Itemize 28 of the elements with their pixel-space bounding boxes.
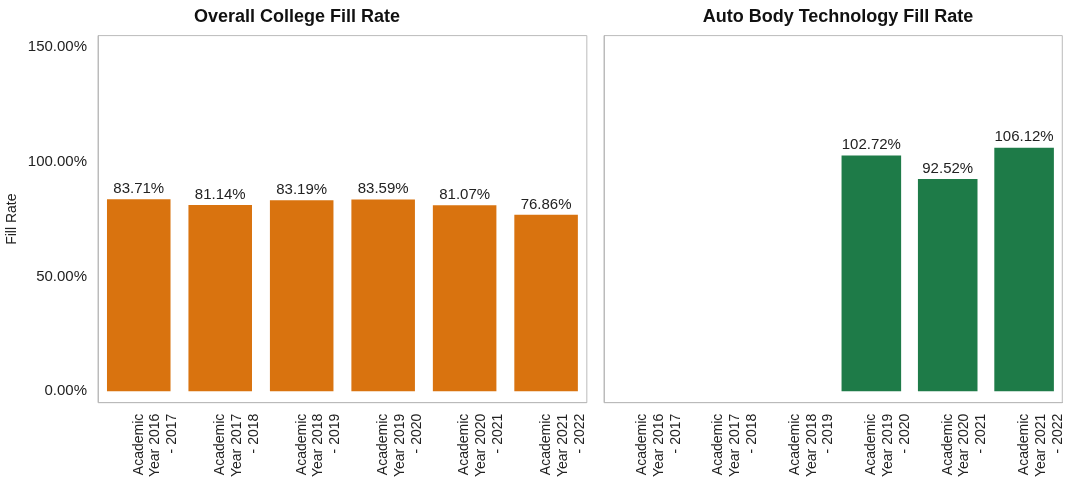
x-tick-label: Academic Year 2021 - 2022 bbox=[1014, 413, 1065, 478]
data-label: 102.72% bbox=[841, 135, 901, 153]
x-tick-label: Academic Year 2019 - 2020 bbox=[374, 413, 424, 478]
data-label: 92.52% bbox=[922, 158, 974, 176]
data-label: 83.19% bbox=[276, 179, 328, 197]
x-tick-label: Academic Year 2021 - 2022 bbox=[536, 413, 587, 478]
x-tick-label: Academic Year 2020 - 2021 bbox=[938, 413, 989, 478]
x-tick-label: Academic Year 2016 - 2017 bbox=[633, 413, 683, 478]
data-label: 106.12% bbox=[994, 127, 1054, 145]
chart-title: Auto Body Technology Fill Rate bbox=[702, 5, 974, 26]
x-tick-label: Academic Year 2019 - 2020 bbox=[862, 413, 912, 478]
y-tick-label: 0.00% bbox=[44, 381, 88, 399]
y-tick-label: 100.00% bbox=[27, 151, 88, 169]
data-label: 83.59% bbox=[357, 179, 409, 197]
y-tick-label: 50.00% bbox=[36, 266, 88, 284]
chart-title: Overall College Fill Rate bbox=[193, 5, 401, 26]
data-label: 83.71% bbox=[113, 178, 165, 196]
x-tick-label: Academic Year 2017 - 2018 bbox=[709, 413, 760, 478]
x-tick-label: Academic Year 2020 - 2021 bbox=[455, 413, 506, 478]
data-label: 76.86% bbox=[520, 194, 572, 212]
x-tick-label: Academic Year 2017 - 2018 bbox=[211, 413, 261, 478]
y-axis-title: Fill Rate bbox=[3, 193, 20, 245]
x-tick-label: Academic Year 2018 - 2019 bbox=[292, 413, 343, 478]
data-label: 81.07% bbox=[439, 184, 491, 202]
y-tick-label: 150.00% bbox=[27, 37, 88, 55]
data-label: 81.14% bbox=[194, 184, 246, 202]
x-tick-label: Academic Year 2018 - 2019 bbox=[785, 413, 836, 478]
x-tick-label: Academic Year 2016 - 2017 bbox=[129, 413, 180, 478]
